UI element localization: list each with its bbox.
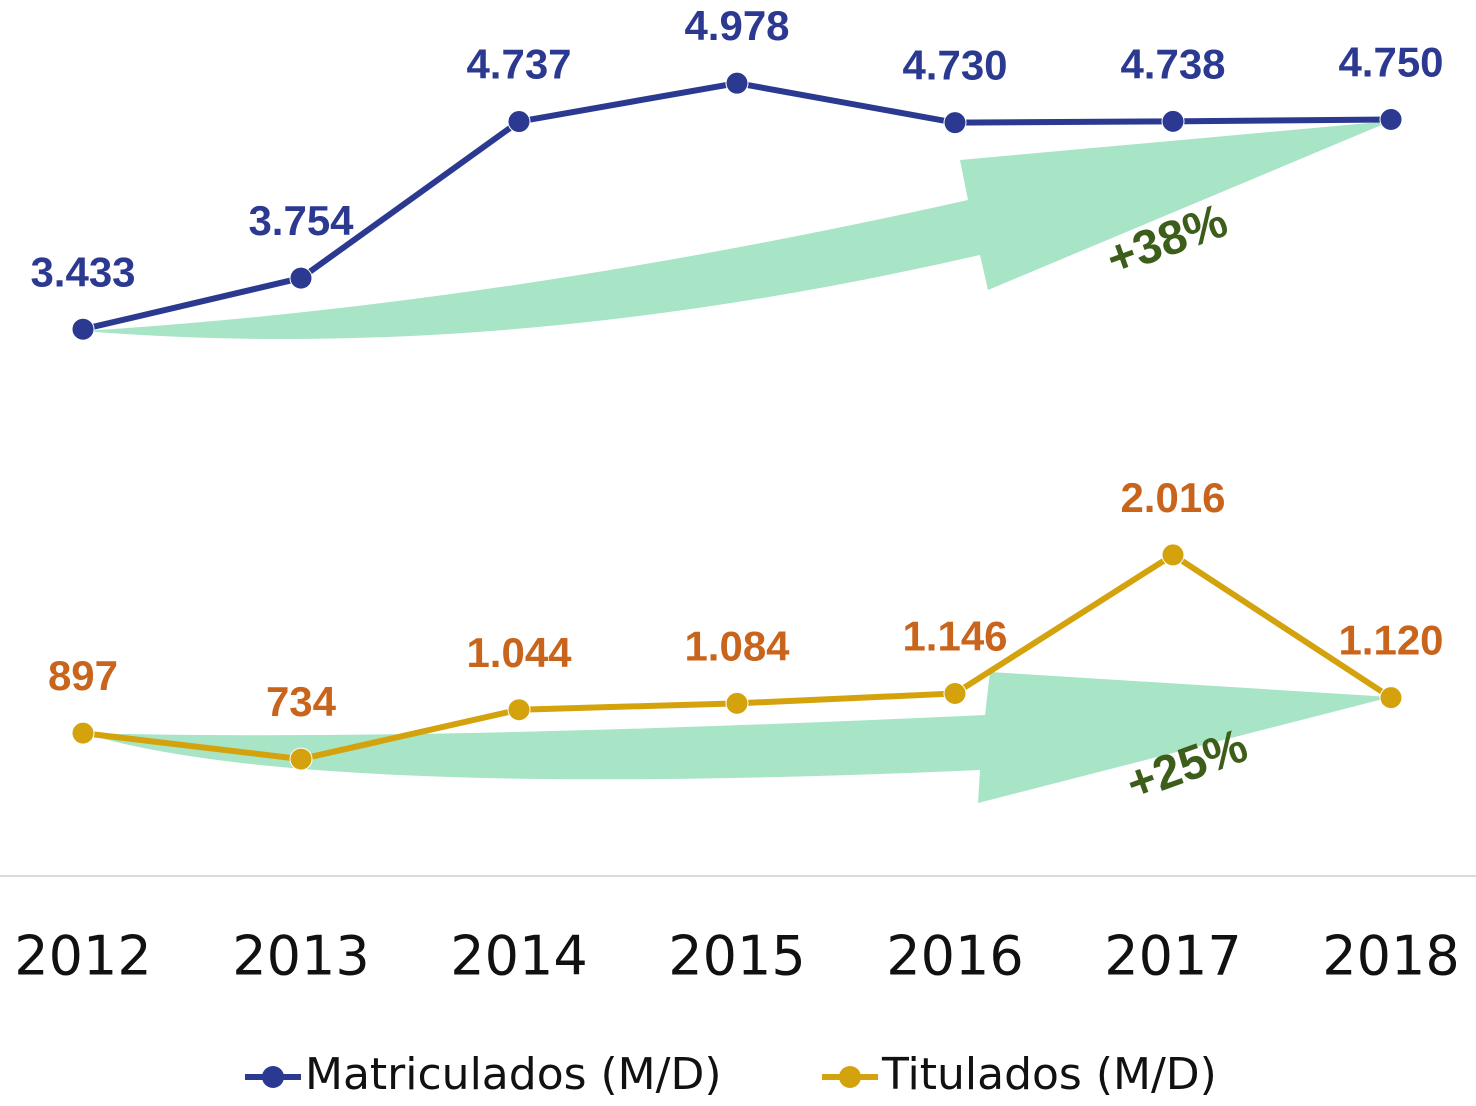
- data-label: 1.120: [1338, 617, 1443, 664]
- data-label: 4.737: [466, 41, 571, 88]
- marker: [943, 681, 967, 705]
- data-label: 734: [266, 678, 337, 725]
- marker: [1161, 109, 1185, 133]
- data-label: 2.016: [1120, 474, 1225, 521]
- marker: [1161, 543, 1185, 567]
- data-label: 3.433: [30, 248, 135, 295]
- marker: [725, 71, 749, 95]
- x-tick-label: 2014: [450, 925, 587, 988]
- growth-arrow: [83, 672, 1391, 803]
- marker: [725, 691, 749, 715]
- marker: [1379, 686, 1403, 710]
- legend-label: Titulados (M/D): [881, 1049, 1217, 1100]
- marker: [289, 266, 313, 290]
- legend-marker: [262, 1066, 284, 1088]
- data-label: 4.750: [1338, 39, 1443, 86]
- marker: [289, 747, 313, 771]
- data-label: 1.084: [684, 622, 790, 669]
- x-tick-label: 2012: [14, 925, 151, 988]
- marker: [71, 317, 95, 341]
- legend-label: Matriculados (M/D): [305, 1049, 722, 1100]
- marker: [1379, 107, 1403, 131]
- data-label: 4.738: [1120, 40, 1225, 87]
- x-tick-label: 2013: [232, 925, 369, 988]
- x-tick-label: 2017: [1104, 925, 1241, 988]
- data-label: 1.146: [902, 613, 1007, 660]
- data-label: 897: [48, 652, 118, 699]
- data-label: 3.754: [248, 197, 354, 244]
- x-tick-label: 2016: [886, 925, 1023, 988]
- x-tick-label: 2018: [1322, 925, 1459, 988]
- x-tick-label: 2015: [668, 925, 805, 988]
- data-label: 1.044: [466, 629, 572, 676]
- marker: [943, 111, 967, 135]
- legend-marker: [839, 1066, 861, 1088]
- marker: [507, 110, 531, 134]
- growth-arrow: [83, 121, 1391, 340]
- data-label: 4.730: [902, 42, 1007, 89]
- marker: [71, 721, 95, 745]
- data-label: 4.978: [684, 2, 789, 49]
- marker: [507, 698, 531, 722]
